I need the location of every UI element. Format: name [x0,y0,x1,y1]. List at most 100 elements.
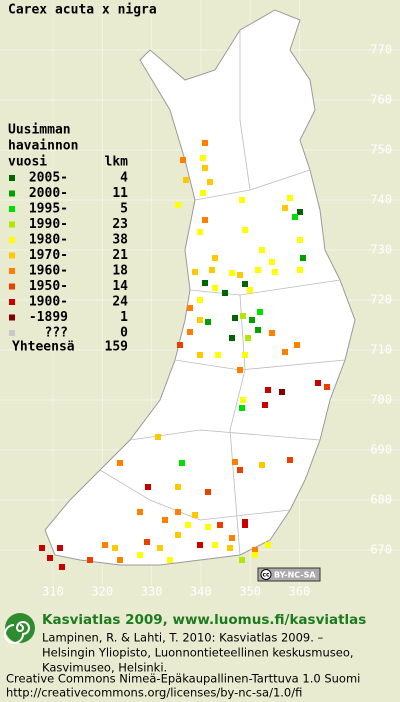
observation-square [202,140,208,146]
northing-label: 710 [370,343,392,357]
observation-square [249,317,255,323]
observation-square [242,281,248,287]
observation-square [279,389,285,395]
observation-square [185,522,191,528]
observation-square [177,342,183,348]
footer-heading: Kasviatlas 2009, www.luomus.fi/kasviatla… [42,612,366,628]
legend-count: 14 [112,279,128,294]
legend-count: 11 [112,186,128,201]
easting-label: 330 [141,585,163,599]
easting-label: 350 [239,585,261,599]
observation-square [167,557,173,563]
legend-swatch [9,221,15,228]
observation-square [292,214,298,220]
observation-square [297,209,303,215]
observation-square [245,335,251,341]
badge-license: BY-NC-SA [274,571,316,580]
observation-square [162,517,168,523]
legend-swatch [9,314,15,321]
observation-square [137,509,143,515]
legend-swatch [9,206,15,212]
legend-label: 1980- [29,233,68,248]
legend-count: 18 [112,264,128,279]
observation-square [294,342,300,348]
observation-square [262,402,268,408]
license-url: http://creativecommons.org/licenses/by-n… [6,686,302,700]
observations [39,140,330,570]
observation-square [157,545,163,551]
observation-square [207,179,213,185]
observation-square [57,545,63,551]
observation-square [232,459,238,465]
observation-square [212,255,218,261]
observation-square [197,352,203,358]
observation-square [200,155,206,161]
legend-count: 1 [120,310,128,325]
observation-square [202,280,208,286]
observation-square [242,522,248,528]
legend-count-header: lkm [105,155,129,170]
legend-swatch [9,190,15,197]
logo [4,613,35,644]
easting-label: 360 [289,585,311,599]
legend-swatch [9,268,15,274]
observation-square [215,352,221,358]
observation-square [137,552,143,558]
easting-label: 340 [190,585,212,599]
legend-count: 38 [112,233,128,248]
observation-square [324,384,330,390]
legend-swatch [9,237,15,243]
legend: 2005- 4 2000- 11 1995- 5 1990- 23 1980- 38 1970- 21… [9,171,128,341]
observation-square [252,552,258,558]
logo-spiral [4,621,30,644]
badge-box [257,567,321,582]
legend-count: 21 [112,248,128,263]
observation-square [212,542,218,548]
observation-square [297,267,303,273]
observation-square [192,512,198,518]
badge-circle [260,569,272,580]
observation-square [222,290,228,296]
observation-square [257,309,263,315]
observation-square [102,542,108,548]
observation-square [287,195,293,201]
legend-label: 1995- [29,202,68,217]
easting-label: 310 [42,585,64,599]
total-count: 159 [105,340,128,355]
citation: Lampinen, R. & Lahti, T. 2010: Kasviatla… [42,631,324,645]
license: Creative Commons Nimeä-Epäkaupallinen-Ta… [6,672,360,686]
observation-square [202,217,208,223]
observation-square [232,315,238,321]
observation-square [237,467,243,473]
legend-count: 24 [112,295,128,310]
observation-square [192,269,198,275]
observation-square [187,305,193,311]
observation-square [239,197,245,203]
northing-label: 670 [370,543,392,557]
observation-square [117,460,123,466]
observation-square [197,229,203,235]
northing-label: 740 [370,193,392,207]
observation-square [217,522,223,528]
observation-square [197,317,203,323]
legend-count: 4 [120,171,128,186]
observation-square [265,542,271,548]
observation-square [175,484,181,490]
observation-square [229,270,235,276]
badge-cc: cc [262,572,270,579]
legend-label: 1990- [29,217,68,232]
observation-square [205,319,211,325]
observation-square [212,285,218,291]
observation-square [175,509,181,515]
legend-count: 5 [120,202,128,217]
legend-label: 2000- [29,186,68,201]
cc-badge: cc BY-NC-SA [257,567,321,582]
legend-label: 2005- [29,171,68,186]
observation-square [59,564,65,570]
observation-square [155,434,161,440]
observation-square [237,367,243,373]
observation-square [272,269,278,275]
legend-heading: havainnon [8,139,78,154]
observation-square [259,247,265,253]
